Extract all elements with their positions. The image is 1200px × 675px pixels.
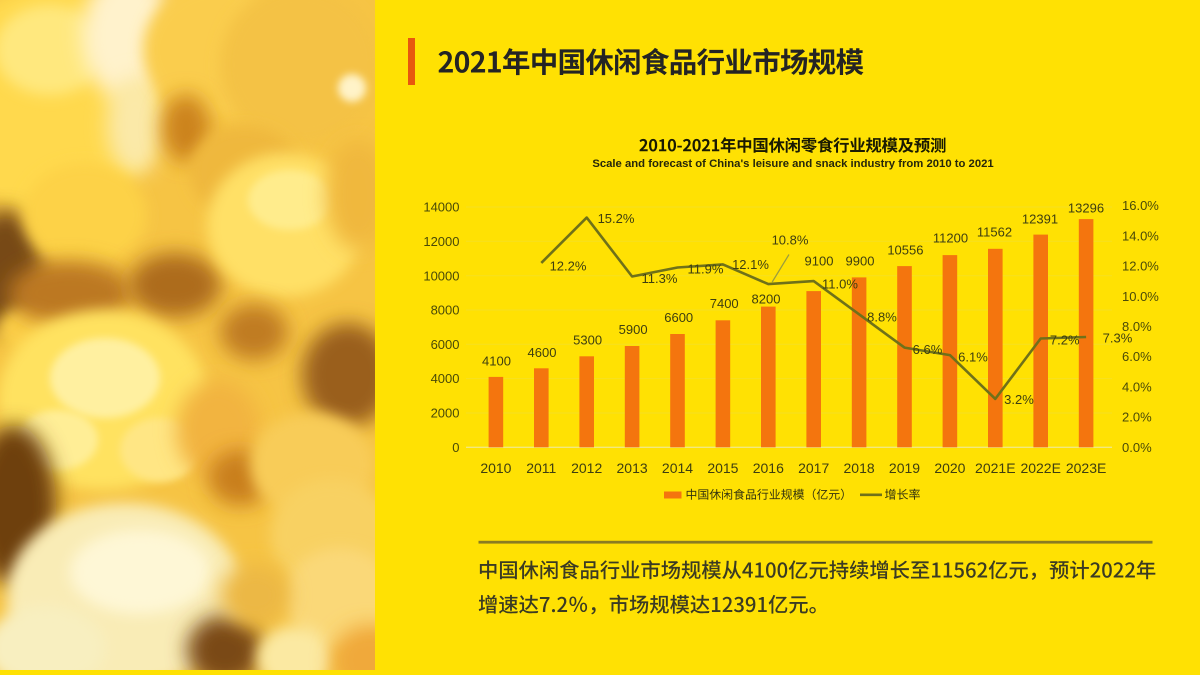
svg-text:8000: 8000 <box>431 303 460 318</box>
svg-text:3.2%: 3.2% <box>1004 392 1034 407</box>
svg-text:14.0%: 14.0% <box>1122 228 1159 243</box>
svg-text:11.9%: 11.9% <box>688 262 724 277</box>
svg-text:2020: 2020 <box>934 460 965 476</box>
svg-text:13296: 13296 <box>1068 201 1104 216</box>
svg-text:2011: 2011 <box>526 460 556 476</box>
svg-text:4.0%: 4.0% <box>1122 380 1152 395</box>
svg-text:4600: 4600 <box>528 345 557 360</box>
svg-text:2019: 2019 <box>889 460 920 476</box>
svg-text:0: 0 <box>452 440 459 455</box>
svg-text:4000: 4000 <box>431 371 460 386</box>
svg-text:0.0%: 0.0% <box>1122 440 1152 455</box>
svg-text:5300: 5300 <box>573 333 602 348</box>
svg-text:6.6%: 6.6% <box>913 342 943 357</box>
svg-text:7.3%: 7.3% <box>1103 331 1133 346</box>
svg-text:7400: 7400 <box>710 296 739 311</box>
svg-text:6.0%: 6.0% <box>1122 349 1152 364</box>
svg-text:5900: 5900 <box>619 322 648 337</box>
svg-text:2010: 2010 <box>480 460 511 476</box>
svg-text:12.0%: 12.0% <box>1122 259 1159 274</box>
svg-text:10000: 10000 <box>423 268 459 283</box>
svg-text:2023E: 2023E <box>1066 460 1106 476</box>
svg-text:11.3%: 11.3% <box>642 271 678 286</box>
svg-text:16.0%: 16.0% <box>1122 198 1159 213</box>
svg-text:10.0%: 10.0% <box>1122 289 1159 304</box>
svg-text:10556: 10556 <box>887 243 923 258</box>
svg-text:12000: 12000 <box>423 234 459 249</box>
svg-text:4100: 4100 <box>482 354 511 369</box>
svg-text:11200: 11200 <box>933 231 968 246</box>
svg-text:2.0%: 2.0% <box>1122 410 1152 425</box>
svg-text:12.2%: 12.2% <box>550 259 587 274</box>
svg-text:10.8%: 10.8% <box>772 233 809 248</box>
svg-text:9100: 9100 <box>805 254 834 269</box>
svg-text:8200: 8200 <box>752 292 781 307</box>
svg-text:11.0%: 11.0% <box>822 277 858 292</box>
svg-text:15.2%: 15.2% <box>598 211 635 226</box>
svg-text:Scale and forecast of China's: Scale and forecast of China's leisure an… <box>592 158 993 170</box>
svg-text:2012: 2012 <box>571 460 602 476</box>
svg-text:2013: 2013 <box>617 460 648 476</box>
svg-text:2000: 2000 <box>431 406 460 421</box>
svg-text:11562: 11562 <box>977 225 1012 240</box>
svg-text:8.0%: 8.0% <box>1122 319 1152 334</box>
svg-text:2017: 2017 <box>798 460 829 476</box>
svg-text:6.1%: 6.1% <box>958 350 988 365</box>
svg-text:2021E: 2021E <box>975 460 1015 476</box>
svg-text:12.1%: 12.1% <box>732 257 769 272</box>
svg-text:2014: 2014 <box>662 460 693 476</box>
svg-text:9900: 9900 <box>846 254 875 269</box>
svg-text:6600: 6600 <box>664 310 693 325</box>
svg-text:2018: 2018 <box>844 460 875 476</box>
svg-text:2015: 2015 <box>707 460 738 476</box>
svg-text:6000: 6000 <box>431 337 460 352</box>
svg-text:12391: 12391 <box>1022 212 1058 227</box>
svg-text:8.8%: 8.8% <box>867 310 897 325</box>
svg-text:2022E: 2022E <box>1020 460 1060 476</box>
svg-text:7.2%: 7.2% <box>1050 333 1080 348</box>
svg-text:2016: 2016 <box>753 460 784 476</box>
svg-text:14000: 14000 <box>423 200 459 215</box>
